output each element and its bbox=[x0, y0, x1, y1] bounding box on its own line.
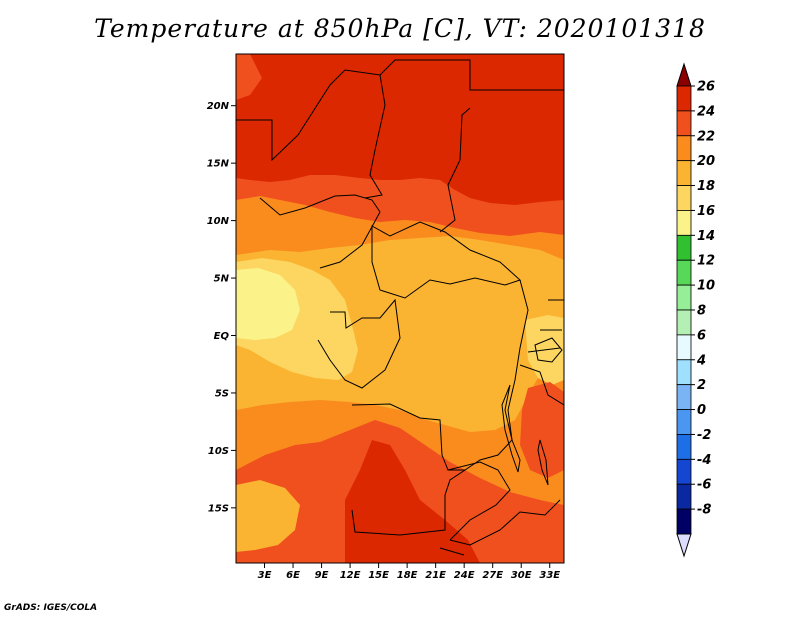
lat-tick-label: 5N bbox=[214, 274, 230, 285]
colorbar-segment bbox=[676, 508, 692, 535]
latitude-axis: 20N 15N 10N 5N EQ 5S 10S 15S bbox=[207, 101, 236, 514]
lon-tick-label: 21E bbox=[425, 570, 446, 581]
border-path-angola bbox=[351, 403, 467, 536]
colorbar-segment bbox=[676, 483, 692, 510]
temperature-field bbox=[236, 54, 564, 563]
lon-tick-label: 6E bbox=[286, 570, 300, 581]
colorbar-segment bbox=[676, 234, 692, 261]
field-region-north-24-26 bbox=[236, 54, 564, 205]
colorbar-segment bbox=[676, 185, 692, 211]
lat-tick-label: 10N bbox=[207, 216, 230, 227]
colorbar-segment bbox=[676, 284, 692, 311]
colorbar-label: 24 bbox=[697, 104, 715, 119]
colorbar-segment bbox=[676, 359, 692, 386]
colorbar-label: 0 bbox=[697, 403, 706, 418]
border-path-lake-tanganyika bbox=[501, 384, 521, 473]
border-path-zambia bbox=[447, 461, 511, 541]
colorbar-label: -6 bbox=[697, 478, 711, 493]
colorbar-label: -4 bbox=[697, 453, 711, 468]
border-path-nigeria bbox=[259, 194, 381, 269]
colorbar-segment bbox=[676, 210, 692, 236]
lon-tick-label: 12E bbox=[340, 570, 361, 581]
colorbar-segment bbox=[676, 160, 692, 186]
lat-tick-label: 15S bbox=[208, 503, 229, 514]
lon-tick-label: 18E bbox=[397, 570, 418, 581]
colorbar-bottom-arrow bbox=[676, 533, 692, 558]
colorbar-label: 18 bbox=[697, 179, 715, 194]
lon-tick-label: 9E bbox=[315, 570, 329, 581]
border-path-east bbox=[519, 299, 564, 406]
colorbar-label: 10 bbox=[697, 279, 715, 294]
colorbar-label: -2 bbox=[697, 428, 711, 443]
border-path-lake-victoria bbox=[534, 337, 563, 363]
colorbar-segment bbox=[676, 409, 692, 435]
lat-tick-label: 20N bbox=[207, 101, 230, 112]
colorbar-label: 20 bbox=[697, 154, 715, 169]
lat-tick-label: EQ bbox=[214, 331, 230, 342]
lat-tick-label: 5S bbox=[215, 388, 229, 399]
colorbar-label: 14 bbox=[697, 229, 715, 244]
border-path-north bbox=[236, 59, 564, 162]
lon-tick-label: 24E bbox=[454, 570, 475, 581]
colorbar-top-arrow bbox=[676, 62, 692, 87]
colorbar-segment bbox=[676, 110, 692, 137]
colorbar-label: 6 bbox=[697, 328, 706, 343]
field-region-south-24-26 bbox=[345, 440, 480, 563]
field-region-coast-14-16 bbox=[236, 268, 300, 340]
border-path-lake-malawi bbox=[537, 439, 549, 486]
colorbar-label: 8 bbox=[697, 304, 706, 319]
colorbar-segment bbox=[676, 458, 692, 485]
colorbar-label: 4 bbox=[696, 353, 706, 368]
colorbar-label: 2 bbox=[697, 378, 706, 393]
lat-tick-label: 10S bbox=[208, 446, 229, 457]
border-path-drc-east bbox=[464, 279, 529, 471]
colorbar-segment bbox=[676, 135, 692, 162]
colorbar-segment bbox=[676, 434, 692, 460]
lon-tick-label: 15E bbox=[368, 570, 389, 581]
longitude-axis: 3E 6E 9E 12E 15E 18E 21E 24E 27E 30E 33E bbox=[258, 563, 560, 581]
border-path-niger-chad bbox=[364, 74, 386, 199]
colorbar-label: 16 bbox=[697, 204, 715, 219]
border-path-car bbox=[371, 221, 521, 299]
field-region-east-hot bbox=[520, 382, 564, 478]
country-borders bbox=[236, 59, 564, 556]
colorbar-label: 12 bbox=[697, 254, 715, 269]
lon-tick-label: 33E bbox=[539, 570, 560, 581]
colorbar-label: 22 bbox=[697, 129, 715, 144]
border-path-congo bbox=[317, 298, 401, 389]
lon-tick-label: 3E bbox=[258, 570, 272, 581]
plot-frame bbox=[235, 53, 565, 564]
colorbar-segment bbox=[676, 309, 692, 336]
colorbar-segment bbox=[676, 334, 692, 361]
chart-title: Temperature at 850hPa [C], VT: 202010131… bbox=[94, 14, 706, 43]
colorbar-segment bbox=[676, 259, 692, 286]
lon-tick-label: 27E bbox=[482, 570, 503, 581]
field-region-southwest-coast bbox=[236, 480, 300, 552]
border-path-chad-sudan bbox=[439, 107, 471, 233]
lon-tick-label: 30E bbox=[511, 570, 532, 581]
grads-credit: GrADS: IGES/COLA bbox=[4, 603, 98, 613]
border-path-south bbox=[439, 499, 561, 556]
colorbar-label: 26 bbox=[697, 80, 715, 95]
colorbar-segment bbox=[676, 85, 692, 112]
colorbar-label: -8 bbox=[697, 503, 711, 518]
lat-tick-label: 15N bbox=[207, 159, 230, 170]
colorbar-segment bbox=[676, 384, 692, 410]
